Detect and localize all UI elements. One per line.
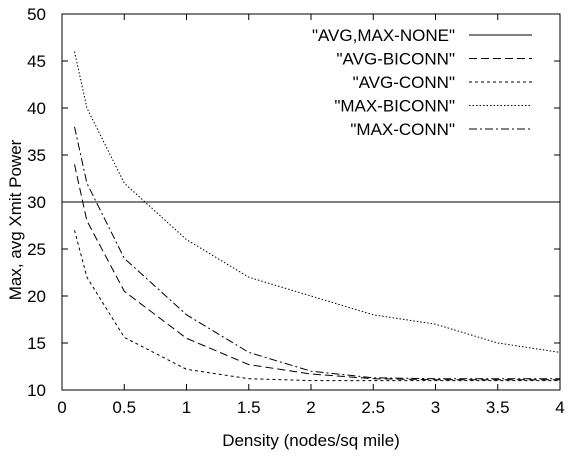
- y-tick-label: 50: [27, 5, 46, 24]
- x-axis: 0 0.5 1 1.5 2 2.5 3 3.5 4: [57, 14, 565, 417]
- legend-label: "AVG-BICONN": [337, 50, 456, 69]
- x-tick-label: 0.5: [112, 398, 136, 417]
- x-tick-label: 3: [431, 398, 440, 417]
- y-axis: 10 15 20 25 30 35 40 45 50: [27, 5, 560, 400]
- legend: "AVG,MAX-NONE" "AVG-BICONN" "AVG-CONN" "MAX…: [312, 26, 532, 139]
- y-tick-label: 45: [27, 52, 46, 71]
- legend-label: "AVG-CONN": [353, 73, 455, 92]
- y-tick-label: 30: [27, 193, 46, 212]
- y-tick-label: 25: [27, 240, 46, 259]
- x-tick-label: 0: [57, 398, 66, 417]
- y-tick-label: 40: [27, 99, 46, 118]
- x-axis-title: Density (nodes/sq mile): [222, 431, 400, 450]
- x-tick-label: 4: [555, 398, 564, 417]
- y-tick-label: 35: [27, 146, 46, 165]
- x-tick-label: 1: [182, 398, 191, 417]
- legend-label: "MAX-CONN": [350, 120, 455, 139]
- legend-label: "AVG,MAX-NONE": [312, 26, 455, 45]
- y-tick-label: 15: [27, 334, 46, 353]
- x-tick-label: 1.5: [237, 398, 261, 417]
- series-line-2: [74, 164, 560, 381]
- x-tick-label: 2: [306, 398, 315, 417]
- x-tick-label: 3.5: [486, 398, 510, 417]
- y-tick-label: 20: [27, 287, 46, 306]
- x-tick-label: 2.5: [361, 398, 385, 417]
- y-axis-title: Max, avg Xmit Power: [6, 139, 25, 300]
- plot-series: [62, 51, 561, 382]
- series-line-5: [74, 126, 560, 380]
- y-tick-label: 10: [27, 381, 46, 400]
- series-line-3: [74, 230, 560, 382]
- legend-label: "MAX-BICONN": [334, 97, 455, 116]
